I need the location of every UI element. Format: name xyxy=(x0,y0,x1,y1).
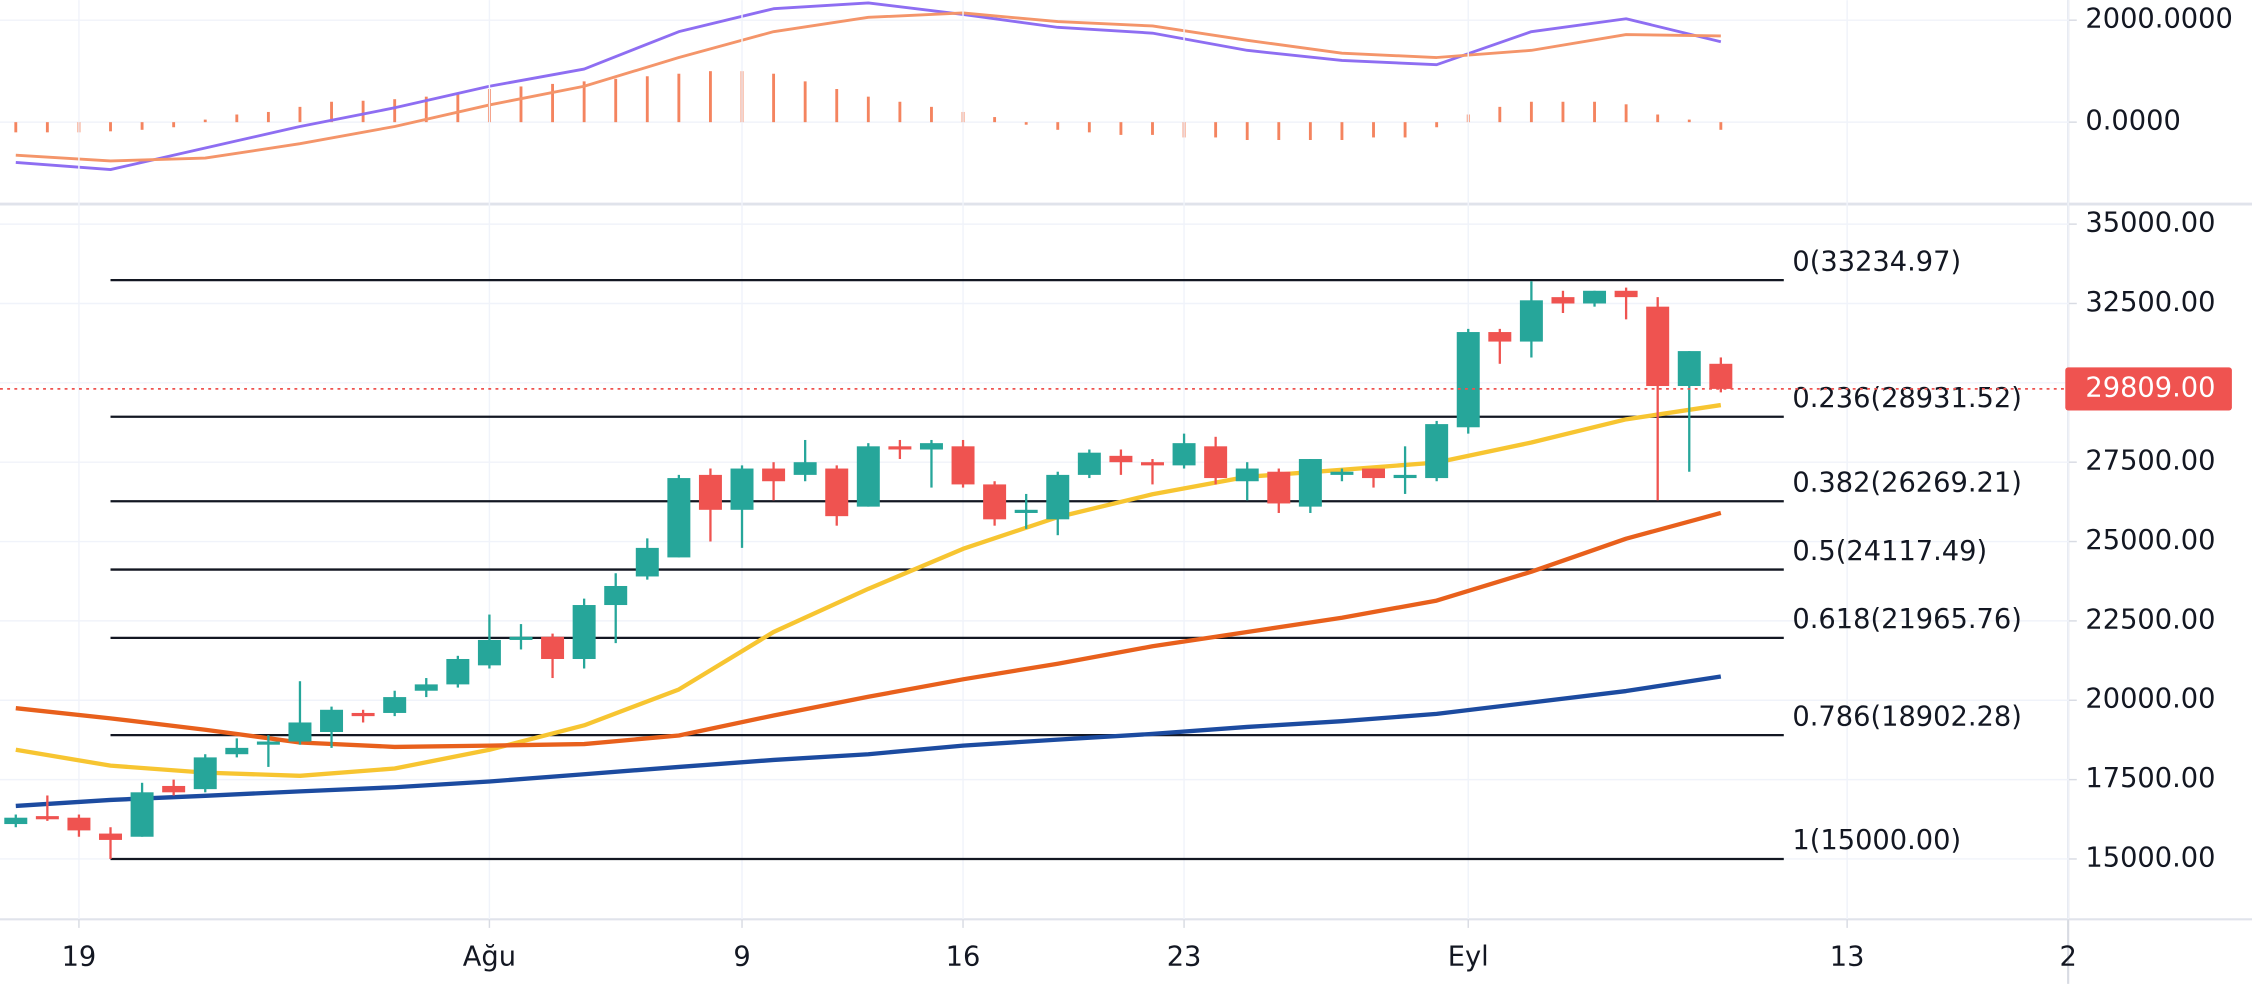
candle-body xyxy=(1077,452,1101,475)
y-tick-label: 35000.00 xyxy=(2085,208,2215,239)
candle-body xyxy=(99,833,123,840)
x-tick-label: 13 xyxy=(1830,942,1865,973)
candle-body xyxy=(1140,462,1164,466)
x-tick-label: Eyl xyxy=(1448,942,1489,973)
y-tick-label: 17500.00 xyxy=(2085,763,2215,794)
x-tick-label: 16 xyxy=(946,942,981,973)
y-tick-label: 25000.00 xyxy=(2085,525,2215,556)
x-tick-label: Ağu xyxy=(463,942,516,973)
macd-line xyxy=(15,11,1721,163)
candle-body xyxy=(1172,443,1196,466)
fib-label: 0.618(21965.76) xyxy=(1792,604,2021,635)
y-tick-label: 22500.00 xyxy=(2085,604,2215,635)
candle-body xyxy=(256,741,280,745)
x-tick-label: 23 xyxy=(1167,942,1202,973)
candle-body xyxy=(288,722,312,742)
candle-body xyxy=(320,709,344,732)
x-tick-label: 9 xyxy=(733,942,750,973)
candle-body xyxy=(667,478,691,558)
candle-body xyxy=(919,443,943,450)
candle-body xyxy=(1519,300,1543,342)
candle-body xyxy=(1046,474,1070,520)
candle-body xyxy=(1014,509,1038,513)
candle-body xyxy=(1677,351,1701,387)
candle-body xyxy=(698,474,722,510)
candle-body xyxy=(477,639,501,666)
candle-body xyxy=(1267,471,1291,504)
candle-body xyxy=(351,712,375,717)
candle-body xyxy=(635,547,659,577)
candle-body xyxy=(193,757,217,790)
candle-body xyxy=(67,817,91,831)
candle-body xyxy=(793,462,817,475)
candle-body xyxy=(888,446,912,450)
candle-body xyxy=(1204,446,1228,479)
x-tick-label: 19 xyxy=(62,942,97,973)
candle-body xyxy=(983,484,1007,520)
candle-body xyxy=(383,697,407,713)
fib-label: 0.382(26269.21) xyxy=(1792,468,2021,499)
fib-label: 0.236(28931.52) xyxy=(1792,383,2021,414)
x-tick-label: 2 xyxy=(2059,942,2076,973)
fib-label: 1(15000.00) xyxy=(1792,825,1961,856)
y-tick-label: 20000.00 xyxy=(2085,684,2215,715)
fib-label: 0.5(24117.49) xyxy=(1792,536,1987,567)
candle-body xyxy=(225,747,249,755)
candle-body xyxy=(1330,471,1354,475)
candle-body xyxy=(1488,332,1512,342)
candle-body xyxy=(1393,474,1417,479)
candle-body xyxy=(762,468,786,482)
candle-body xyxy=(4,817,28,825)
candle-body xyxy=(1709,363,1733,389)
candle-body xyxy=(1551,297,1575,304)
y-tick-label: 27500.00 xyxy=(2085,446,2215,477)
candle-body xyxy=(604,585,628,606)
candle-body xyxy=(1614,290,1638,298)
candle-body xyxy=(1425,424,1449,479)
last-price-label: 29809.00 xyxy=(2085,372,2215,403)
candle-body xyxy=(1298,459,1322,507)
last-price-tag xyxy=(2065,367,2232,411)
candle-body xyxy=(446,658,470,685)
candle-body xyxy=(1362,468,1386,479)
candle-body xyxy=(1583,290,1607,304)
candle-body xyxy=(730,468,754,510)
candle-body xyxy=(162,785,186,793)
candle-body xyxy=(414,684,438,691)
y-tick-label: 0.0000 xyxy=(2085,106,2180,137)
candle-body xyxy=(541,636,565,659)
candle-body xyxy=(35,816,59,820)
candle-body xyxy=(1456,332,1480,428)
moving-average xyxy=(15,674,1722,809)
y-tick-label: 15000.00 xyxy=(2085,842,2215,873)
fib-label: 0(33234.97) xyxy=(1792,246,1961,277)
candle-body xyxy=(130,792,154,837)
candle-body xyxy=(1109,455,1133,463)
candle-body xyxy=(856,446,880,507)
fib-label: 0.786(18902.28) xyxy=(1792,701,2021,732)
candle-body xyxy=(509,636,533,640)
candle-body xyxy=(1235,468,1259,482)
candle-body xyxy=(1646,306,1670,387)
candle-body xyxy=(825,468,849,517)
candle-body xyxy=(572,605,596,659)
y-tick-label: 32500.00 xyxy=(2085,287,2215,318)
candle-body xyxy=(951,446,975,485)
y-tick-label: 2000.0000 xyxy=(2085,4,2232,35)
macd-line xyxy=(15,1,1722,172)
